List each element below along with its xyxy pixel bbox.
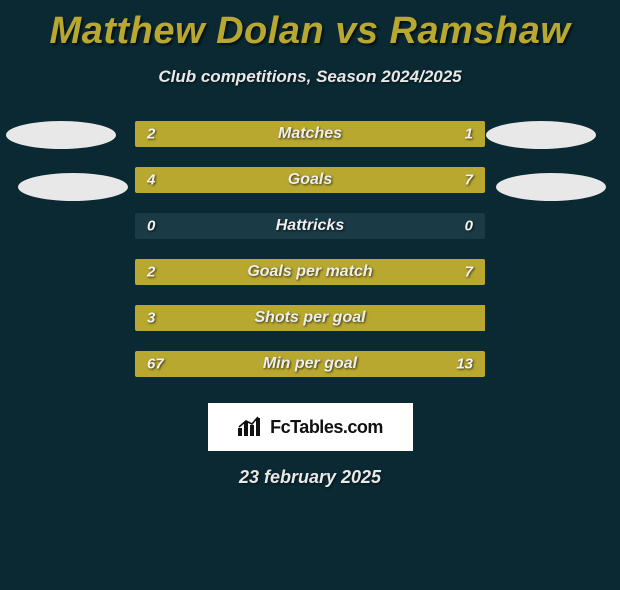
stat-value-left: 3 [147,310,155,327]
stat-value-left: 67 [147,356,164,373]
stat-row-2: Hattricks0 0 [135,213,485,239]
stat-value-left: 4 [147,172,155,189]
stat-row-4: Shots per goal3 [135,305,485,331]
comparison-chart: Matches21Goals47Hattricks00Goals per mat… [0,121,620,391]
stat-row-0: Matches21 [135,121,485,147]
stat-value-right: 7 [465,172,473,189]
bar-left [135,305,485,331]
stat-row-3: Goals per match27 [135,259,485,285]
bar-right [212,259,485,285]
player-left-logo-placeholder-2 [18,173,128,201]
stat-value-right: 13 [456,356,473,373]
bar-left [135,121,366,147]
player-left-logo-placeholder-1 [6,121,116,149]
stat-value-right: 1 [465,126,473,143]
bar-left [135,351,429,377]
stat-value-right: 0 [465,218,473,235]
stat-value-left: 2 [147,264,155,281]
player-right-logo-placeholder-1 [486,121,596,149]
bar-right [261,167,485,193]
stat-value-left: 0 [147,218,155,235]
player-right-logo-placeholder-2 [496,173,606,201]
stat-row-5: Min per goal6713 [135,351,485,377]
stat-value-right: 7 [465,264,473,281]
stat-row-1: Goals47 [135,167,485,193]
date-label: 23 february 2025 [0,467,620,488]
chart-bars-icon [237,416,263,438]
stat-label: Hattricks [135,217,485,235]
fctables-label: FcTables.com [270,417,383,438]
subtitle: Club competitions, Season 2024/2025 [0,67,620,87]
fctables-badge: FcTables.com [208,403,413,451]
page-title: Matthew Dolan vs Ramshaw [0,10,620,53]
stat-value-left: 2 [147,126,155,143]
